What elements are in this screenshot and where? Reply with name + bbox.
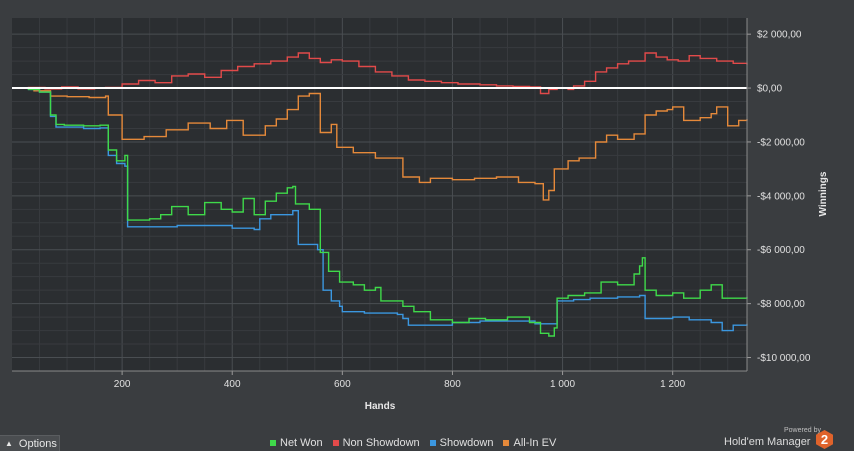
legend-item-all-in-ev[interactable]: All-In EV (503, 437, 556, 449)
x-axis-title: Hands (365, 401, 396, 412)
legend-label: Showdown (439, 437, 494, 449)
x-tick-label: 400 (224, 379, 241, 390)
legend-label: All-In EV (513, 437, 557, 449)
x-tick-label: 1 000 (550, 379, 575, 390)
legend-item-non-showdown[interactable]: Non Showdown (332, 437, 420, 449)
series-line-net-won (12, 87, 748, 337)
legend-swatch (270, 440, 276, 446)
series-line-non-showdown (12, 52, 748, 95)
x-tick-label: 600 (334, 379, 351, 390)
powered-by-text: Powered by (784, 427, 821, 434)
x-axis-ticks: 200 400 600 800 1 000 1 200 (12, 370, 747, 390)
legend-label: Net Won (280, 437, 323, 449)
brand-badge-icon: 2 (816, 430, 833, 449)
y-tick-label: -$6 000,00 (757, 245, 805, 256)
options-label: Options (18, 437, 57, 450)
y-tick-label: -$4 000,00 (757, 191, 805, 202)
options-button[interactable]: ▲ Options (0, 435, 60, 451)
x-tick-label: 200 (114, 379, 131, 390)
x-tick-label: 800 (444, 379, 461, 390)
legend-label: Non Showdown (342, 437, 420, 449)
series-line-all-in-ev (12, 87, 748, 201)
legend-item-net-won[interactable]: Net Won (270, 437, 323, 449)
legend-swatch (503, 440, 510, 446)
chart-legend: Net Won Non Showdown Showdown All-In EV (270, 436, 556, 450)
legend-swatch (429, 440, 436, 446)
y-tick-label: $0,00 (757, 84, 782, 95)
series-lines (12, 52, 748, 337)
legend-swatch (332, 440, 339, 446)
brand-name: Hold'em Manager (724, 436, 811, 448)
y-tick-label: $2 000,00 (757, 30, 802, 41)
y-tick-label: -$8 000,00 (757, 299, 805, 310)
caret-up-icon: ▲ (5, 439, 13, 448)
y-axis-ticks: $2 000,00 $0,00 -$2 000,00 -$4 000,00 -$6 00… (746, 18, 811, 371)
legend-item-showdown[interactable]: Showdown (429, 437, 494, 449)
y-tick-label: -$2 000,00 (757, 137, 805, 148)
plot-area (12, 18, 747, 371)
x-tick-label: 1 200 (660, 379, 685, 390)
y-axis-title: Winnings (818, 171, 829, 216)
y-tick-label: -$10 000,00 (757, 353, 811, 364)
grid-lines (12, 18, 747, 371)
